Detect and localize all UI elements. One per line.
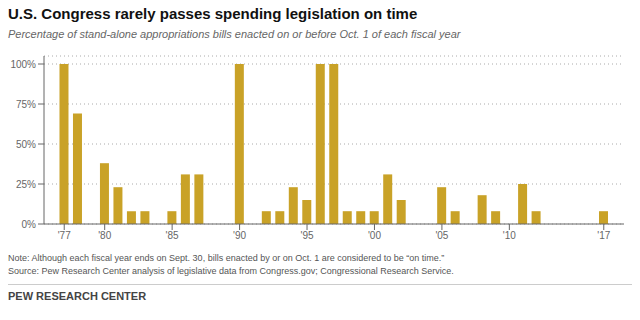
svg-text:'95: '95 <box>300 230 313 241</box>
html-text:Source: Pew Research Center an: Source: Pew Research Center analysis of … <box>8 266 454 276</box>
svg-text:'10: '10 <box>503 230 516 241</box>
svg-text:0%: 0% <box>22 219 37 230</box>
svg-text:100%: 100% <box>10 59 36 70</box>
svg-text:'05: '05 <box>435 230 448 241</box>
svg-text:'00: '00 <box>368 230 381 241</box>
svg-text:50%: 50% <box>16 139 36 150</box>
html-text:U.S. Congress rarely passes sp: U.S. Congress rarely passes spending leg… <box>8 5 418 22</box>
svg-text:75%: 75% <box>16 99 36 110</box>
svg-text:'80: '80 <box>98 230 111 241</box>
html-text:Percentage of stand-alone appr: Percentage of stand-alone appropriations… <box>8 28 461 40</box>
svg-text:25%: 25% <box>16 179 36 190</box>
svg-text:'90: '90 <box>233 230 246 241</box>
html-text:PEW RESEARCH CENTER: PEW RESEARCH CENTER <box>8 290 147 302</box>
svg-text:'85: '85 <box>166 230 179 241</box>
svg-text:'17: '17 <box>597 230 610 241</box>
svg-text:'77: '77 <box>58 230 71 241</box>
html-text:Note: Although each fiscal yea: Note: Although each fiscal year ends on … <box>8 253 445 263</box>
